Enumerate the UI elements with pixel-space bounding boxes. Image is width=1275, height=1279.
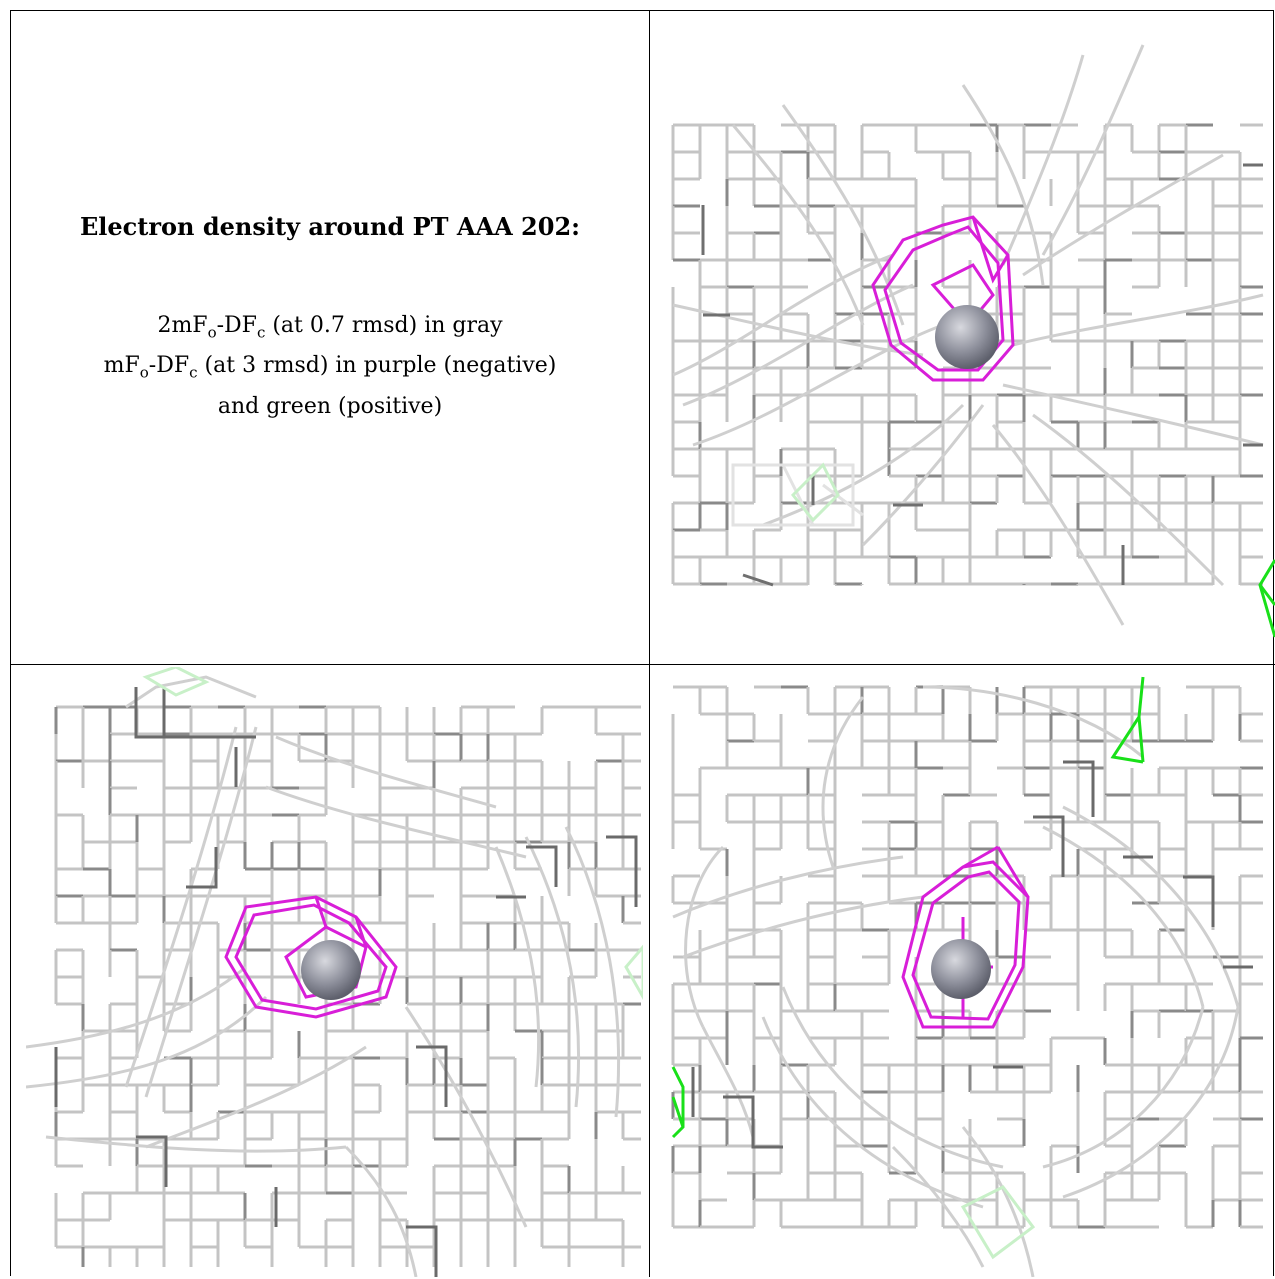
gray-density-mesh (671, 123, 1263, 586)
gray-density-mesh (54, 705, 641, 1267)
density-view-2 (26, 667, 643, 1277)
atom-sphere (931, 939, 991, 999)
faint-positive-mesh (960, 1185, 1036, 1260)
caption-line-diff: mFo-DFc (at 3 rmsd) in purple (negative) (103, 353, 557, 382)
positive-density-mesh (671, 676, 1145, 1139)
caption-line-gray: 2mFo-DFc (at 0.7 rmsd) in gray (157, 313, 503, 342)
density-view-2-image (26, 667, 643, 1277)
gray-dark-edges (701, 163, 1263, 587)
gray-dark-edges (691, 760, 1253, 1149)
caption-title: Electron density around PT AAA 202: (79, 212, 581, 241)
negative-density-mesh (901, 845, 1030, 1029)
faint-positive-mesh (790, 462, 840, 523)
gray-density-curves (672, 44, 1264, 626)
caption-line-green: and green (positive) (217, 393, 443, 419)
positive-density-mesh (1258, 559, 1275, 638)
density-view-3-image (671, 676, 1263, 1277)
caption-cell: Electron density around PT AAA 202: 2mFo… (12, 12, 648, 663)
atom-sphere (935, 305, 999, 369)
caption-block: Electron density around PT AAA 202: 2mFo… (12, 212, 648, 424)
row-divider (11, 664, 1275, 665)
faint-positive-mesh (142, 667, 643, 1001)
density-view-1-image (671, 44, 1275, 638)
column-divider (649, 11, 650, 1277)
density-view-3 (663, 667, 1275, 1277)
figure-table: Electron density around PT AAA 202: 2mFo… (10, 10, 1275, 1277)
gray-density-curves (672, 685, 1240, 1277)
negative-density-mesh (224, 895, 398, 1019)
density-view-1 (663, 25, 1275, 651)
gray-dark-edges (54, 687, 638, 1277)
gray-density-curves (26, 675, 621, 1277)
atom-sphere (301, 940, 361, 1000)
gray-density-mesh (671, 685, 1263, 1229)
